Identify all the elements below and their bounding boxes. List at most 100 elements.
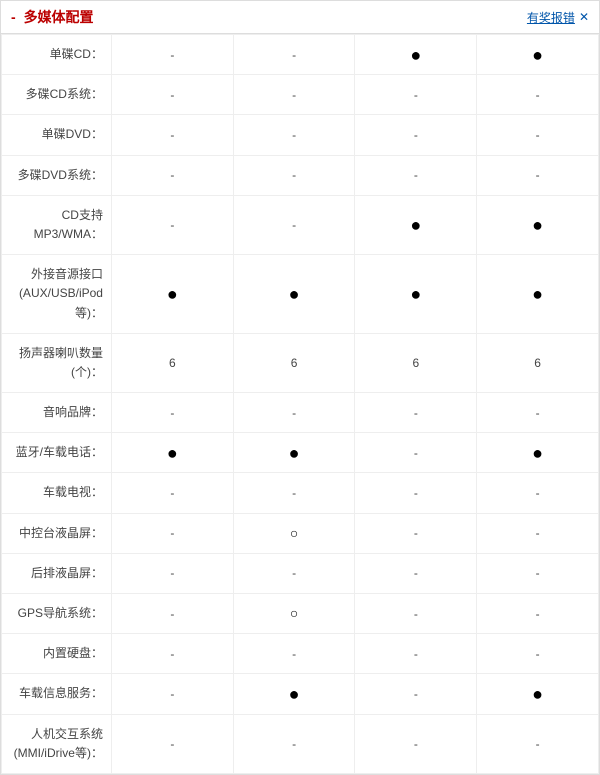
row-value: ● [477, 255, 599, 334]
row-label: 多碟DVD系统： [2, 155, 112, 195]
row-value: 6 [233, 333, 355, 392]
row-label: 单碟CD： [2, 35, 112, 75]
row-label: 外接音源接口(AUX/USB/iPod等)： [2, 255, 112, 334]
spec-table: 单碟CD：--●●多碟CD系统：----单碟DVD：----多碟DVD系统：--… [1, 34, 599, 774]
row-value: - [477, 75, 599, 115]
table-row: GPS导航系统：-○-- [2, 594, 599, 634]
row-value: - [233, 714, 355, 773]
dot-icon: ● [167, 443, 178, 463]
table-row: 扬声器喇叭数量(个)：6666 [2, 333, 599, 392]
row-value: ● [233, 433, 355, 473]
dot-icon: ● [167, 284, 178, 304]
row-value: - [233, 115, 355, 155]
row-label: 人机交互系统(MMI/iDrive等)： [2, 714, 112, 773]
row-value: ● [111, 433, 233, 473]
row-value: 6 [477, 333, 599, 392]
row-label: 蓝牙/车载电话： [2, 433, 112, 473]
row-value: - [111, 195, 233, 254]
row-value: - [477, 115, 599, 155]
row-value: - [477, 393, 599, 433]
row-label: GPS导航系统： [2, 594, 112, 634]
circle-icon: ○ [290, 605, 298, 621]
section-header: - 多媒体配置 有奖报错 ✕ [1, 1, 599, 34]
row-value: 6 [355, 333, 477, 392]
dot-icon: ● [532, 684, 543, 704]
row-label: 中控台液晶屏： [2, 513, 112, 553]
row-value: - [355, 634, 477, 674]
row-value: ○ [233, 513, 355, 553]
dot-icon: ● [410, 45, 421, 65]
row-value: - [355, 594, 477, 634]
dot-icon: ● [289, 684, 300, 704]
row-value: - [111, 553, 233, 593]
report-link-text: 有奖报错 [527, 9, 575, 26]
dot-icon: ● [532, 443, 543, 463]
row-value: - [233, 155, 355, 195]
table-row: 多碟CD系统：---- [2, 75, 599, 115]
table-row: 多碟DVD系统：---- [2, 155, 599, 195]
row-value: ● [477, 195, 599, 254]
row-label: 车载信息服务： [2, 674, 112, 714]
row-value: ○ [233, 594, 355, 634]
dot-icon: ● [410, 215, 421, 235]
row-value: - [111, 35, 233, 75]
row-value: - [355, 75, 477, 115]
row-value: - [477, 634, 599, 674]
row-value: - [355, 513, 477, 553]
row-value: 6 [111, 333, 233, 392]
table-row: 蓝牙/车载电话： ● ● - ● [2, 433, 599, 473]
dot-icon: ● [532, 45, 543, 65]
row-value: ● [355, 255, 477, 334]
row-value: - [111, 155, 233, 195]
row-label: 内置硬盘： [2, 634, 112, 674]
row-label: CD支持MP3/WMA： [2, 195, 112, 254]
row-value: - [111, 674, 233, 714]
row-value: ● [111, 255, 233, 334]
row-label: 扬声器喇叭数量(个)： [2, 333, 112, 392]
dot-icon: ● [289, 443, 300, 463]
table-row: 后排液晶屏：---- [2, 553, 599, 593]
row-value: - [477, 473, 599, 513]
table-row: 人机交互系统(MMI/iDrive等)：---- [2, 714, 599, 773]
dot-icon: ● [532, 284, 543, 304]
spec-section: - 多媒体配置 有奖报错 ✕ 单碟CD：--●●多碟CD系统：----单碟DVD… [0, 0, 600, 775]
row-label: 单碟DVD： [2, 115, 112, 155]
row-value: - [233, 473, 355, 513]
row-label: 音响品牌： [2, 393, 112, 433]
row-value: - [111, 634, 233, 674]
table-row: 车载电视：---- [2, 473, 599, 513]
row-value: - [355, 674, 477, 714]
row-value: - [355, 553, 477, 593]
row-value: - [111, 513, 233, 553]
row-value: - [233, 195, 355, 254]
report-link[interactable]: 有奖报错 ✕ [527, 9, 589, 26]
title-dash: - [11, 9, 16, 25]
dot-icon: ● [410, 284, 421, 304]
row-value: - [111, 473, 233, 513]
row-value: - [111, 714, 233, 773]
section-title: 多媒体配置 [24, 9, 94, 25]
row-value: - [233, 553, 355, 593]
row-value: - [233, 75, 355, 115]
row-value: ● [233, 255, 355, 334]
row-value: - [477, 714, 599, 773]
row-value: - [355, 714, 477, 773]
row-value: - [355, 433, 477, 473]
section-title-wrap: - 多媒体配置 [11, 7, 94, 27]
row-value: - [355, 393, 477, 433]
row-value: ● [477, 433, 599, 473]
row-value: - [111, 594, 233, 634]
row-value: - [233, 35, 355, 75]
close-icon: ✕ [579, 10, 589, 24]
row-value: - [477, 553, 599, 593]
row-value: - [111, 115, 233, 155]
row-value: - [355, 115, 477, 155]
table-row: 音响品牌：---- [2, 393, 599, 433]
row-value: - [111, 393, 233, 433]
row-value: - [111, 75, 233, 115]
table-row: 内置硬盘：---- [2, 634, 599, 674]
row-label: 车载电视： [2, 473, 112, 513]
table-row: 中控台液晶屏：-○-- [2, 513, 599, 553]
row-value: - [233, 634, 355, 674]
circle-icon: ○ [290, 525, 298, 541]
